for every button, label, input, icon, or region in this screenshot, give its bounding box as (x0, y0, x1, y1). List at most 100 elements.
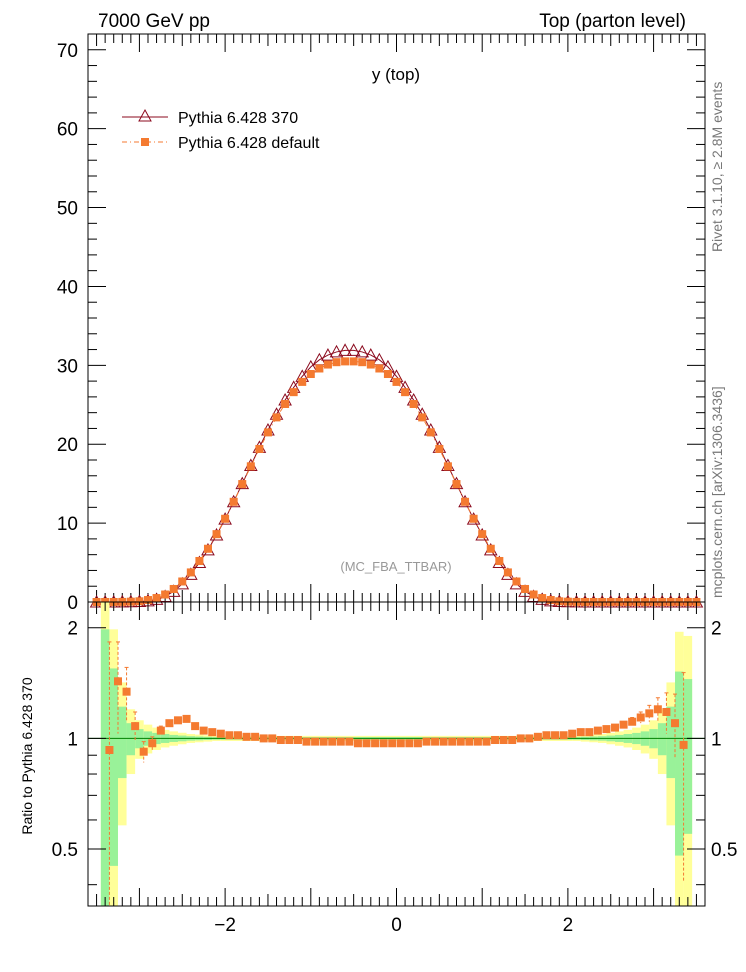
ratio-point (482, 737, 491, 746)
series-point-mc (538, 594, 547, 603)
ratio-point (379, 739, 388, 748)
series-point-ref (321, 348, 335, 361)
series-point-ref (338, 343, 352, 356)
series-point-mc (238, 480, 247, 489)
ratio-point (105, 745, 114, 754)
ratio-point (679, 740, 688, 749)
series-point-mc (366, 360, 375, 369)
ratio-points (105, 641, 688, 906)
series-point-mc (461, 497, 470, 506)
ratio-point (431, 737, 440, 746)
series-point-mc (135, 597, 144, 606)
series-point-mc (512, 577, 521, 586)
series-point-mc (375, 364, 384, 373)
ratio-xtick-label: 0 (391, 915, 402, 936)
ratio-point (551, 731, 560, 740)
ratio-point (491, 736, 500, 745)
ratio-point (611, 723, 620, 732)
series-point-mc (469, 514, 478, 523)
ratio-point (653, 705, 662, 714)
ratio-band-inner (675, 671, 684, 856)
ratio-point (662, 707, 671, 716)
ratio-point (559, 731, 568, 740)
ratio-ytick-label-left: 2 (67, 619, 78, 640)
ratio-ylabel: Ratio to Pythia 6.428 370 (19, 677, 35, 834)
series-point-mc (521, 584, 530, 593)
series-point-mc (281, 399, 290, 408)
series-point-mc (272, 413, 281, 422)
ratio-point (233, 731, 242, 740)
ratio-point (268, 734, 277, 743)
ratio-panel: 0.5 0.5 1 1 2 2 −2 0 2 Ratio to Pythia 6.428 370 (19, 601, 738, 936)
series-point-mc (143, 596, 152, 605)
ratio-point (525, 734, 534, 743)
ratio-point (422, 737, 431, 746)
ratio-point (371, 739, 380, 748)
header-right: Top (parton level) (539, 11, 686, 32)
ratio-point (405, 739, 414, 748)
ratio-point (173, 716, 182, 725)
series-point-mc (186, 568, 195, 577)
series-point-mc (401, 388, 410, 397)
ratio-bands (100, 602, 693, 906)
legend-marker-ref (138, 108, 152, 122)
series-point-mc (289, 388, 298, 397)
main-ytick-labels: 0 10 20 30 40 50 60 70 (57, 41, 78, 614)
ratio-ticks (88, 602, 705, 906)
ratio-frame (87, 601, 706, 907)
series-point-mc (221, 514, 230, 523)
ratio-xtick-label: −2 (214, 915, 236, 936)
series-point-mc (486, 544, 495, 553)
series-point-mc (152, 594, 161, 603)
ratio-point (336, 737, 345, 746)
ratio-band-inner (100, 629, 110, 906)
ratio-point (302, 737, 311, 746)
ratio-xtick-label: 2 (563, 915, 574, 936)
ratio-point (508, 736, 517, 745)
series-point-mc (298, 377, 307, 386)
main-panel: 0 10 20 30 40 50 60 70 y (top) (MC_FBA_TTBAR) P… (57, 33, 706, 614)
series-point-mc (263, 428, 272, 437)
ratio-ytick-label-left: 1 (67, 729, 78, 750)
ratio-point (319, 737, 328, 746)
ratio-point (165, 719, 174, 728)
ratio-band-inner (657, 723, 667, 756)
analysis-annotation: (MC_FBA_TTBAR) (340, 559, 451, 574)
ratio-point (199, 726, 208, 735)
series-point-mc (358, 358, 367, 367)
ratio-point (619, 720, 628, 729)
legend-label-ref: Pythia 6.428 370 (178, 110, 298, 127)
series-point-mc (503, 568, 512, 577)
main-ytick-label: 40 (57, 277, 78, 298)
legend-marker-mc (141, 138, 149, 146)
series-point-mc (332, 358, 341, 367)
main-ytick-label: 0 (67, 593, 78, 614)
ratio-tick-labels: 0.5 0.5 1 1 2 2 −2 0 2 (52, 619, 738, 936)
ratio-point (216, 729, 225, 738)
ratio-point (293, 736, 302, 745)
series-point-ref (355, 344, 370, 358)
main-ytick-label: 60 (57, 120, 78, 141)
ratio-point (568, 729, 577, 738)
series-point-mc (435, 444, 444, 453)
series-point-mc (409, 399, 418, 408)
series-point-mc (383, 370, 392, 379)
series-point-mc (349, 357, 358, 366)
series-point-mc (178, 577, 187, 586)
ratio-point (353, 739, 362, 748)
series-point-ref (346, 343, 361, 356)
ratio-point (242, 732, 251, 741)
ratio-point (439, 737, 448, 746)
series-point-mc (212, 530, 221, 539)
series-point-mc (323, 360, 332, 369)
series-point-mc (255, 444, 264, 453)
ratio-point (285, 736, 294, 745)
ratio-point (593, 726, 602, 735)
main-ytick-label: 50 (57, 199, 78, 220)
ratio-point (225, 731, 234, 740)
ratio-point (148, 739, 157, 748)
ratio-point (191, 722, 200, 731)
series-point-mc (443, 462, 452, 471)
series-point-mc (161, 590, 170, 599)
